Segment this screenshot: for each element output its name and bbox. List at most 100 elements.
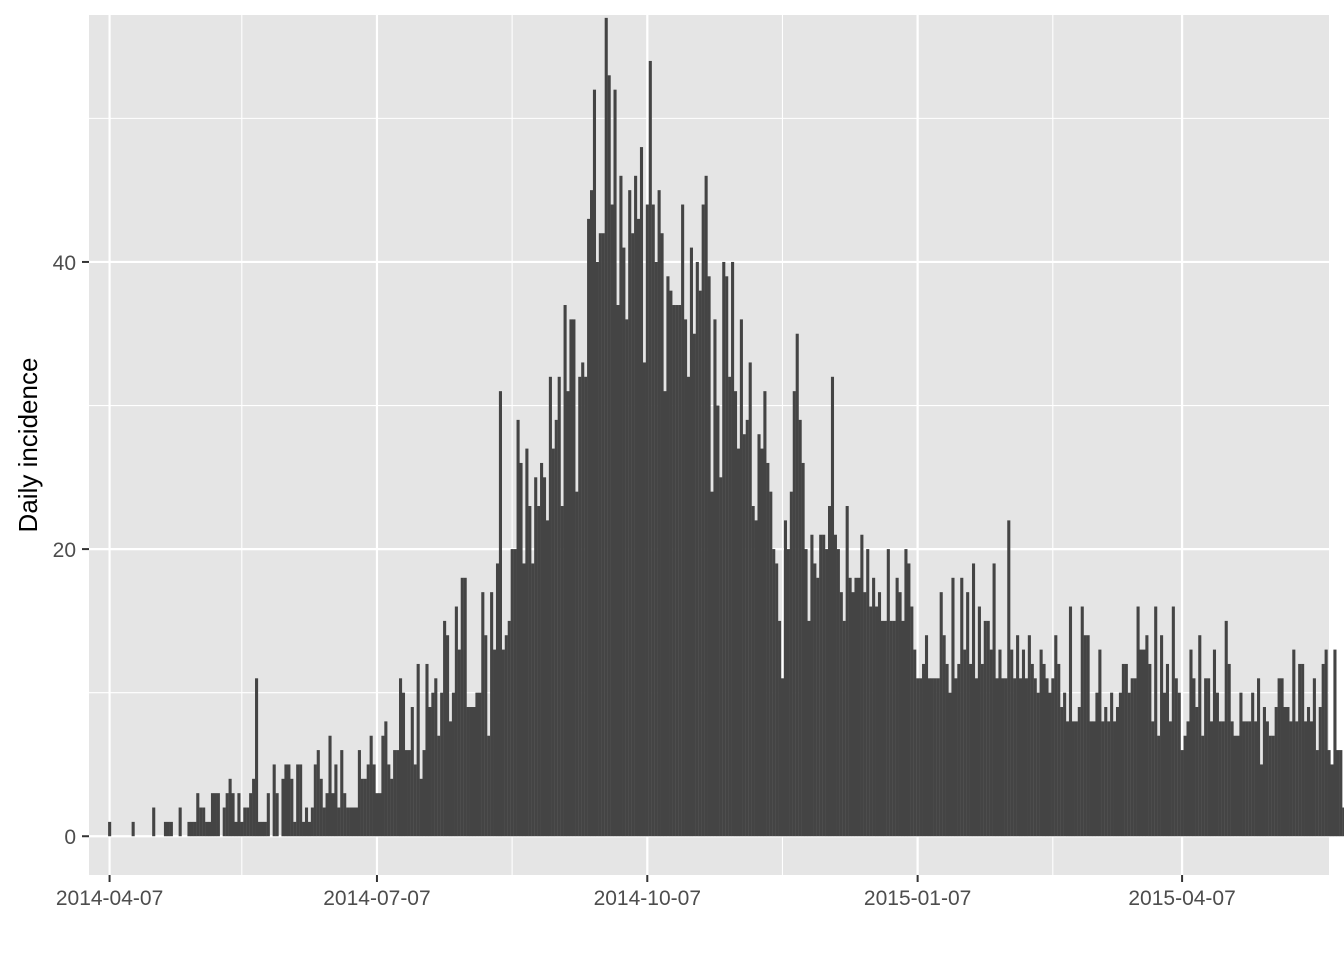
bar	[231, 793, 235, 837]
bar	[249, 793, 253, 837]
bar	[1068, 606, 1073, 837]
bar	[786, 549, 790, 837]
bar	[222, 807, 226, 837]
bar	[1336, 750, 1340, 837]
bar	[1148, 663, 1152, 837]
bar	[1177, 692, 1181, 837]
bar	[692, 333, 696, 837]
bar	[360, 778, 364, 837]
bar	[425, 663, 429, 837]
bar	[898, 592, 902, 837]
bar	[745, 419, 749, 837]
bar	[1265, 721, 1269, 837]
bar	[190, 821, 194, 837]
bar	[1304, 721, 1308, 837]
bar	[804, 549, 808, 837]
bar	[1036, 692, 1040, 837]
bar	[601, 233, 605, 837]
bar	[616, 305, 620, 837]
bar	[1063, 692, 1067, 837]
bar	[548, 376, 552, 837]
bar	[919, 678, 923, 837]
y-tick-label: 0	[64, 826, 76, 849]
bar	[971, 563, 976, 837]
bar	[663, 391, 667, 837]
bars	[108, 17, 1344, 837]
axes: 0 20 40 2014-04-07 2014-07-07 2014-10-07 2015-…	[53, 252, 1236, 910]
bar	[763, 391, 767, 837]
bar	[401, 692, 406, 837]
bar	[522, 563, 526, 837]
bar	[598, 233, 602, 837]
bar	[1183, 735, 1187, 837]
bar	[422, 750, 426, 837]
y-tick-label: 20	[53, 539, 76, 562]
bar	[575, 491, 579, 837]
bar	[1251, 692, 1255, 837]
bar	[208, 821, 212, 837]
bar	[725, 276, 729, 837]
bar	[440, 692, 444, 837]
bar	[645, 204, 649, 837]
bar	[257, 821, 262, 837]
bar	[875, 606, 879, 837]
bar	[622, 247, 626, 837]
bar	[495, 563, 500, 837]
bar	[504, 635, 508, 837]
bar	[733, 391, 738, 837]
bar	[945, 663, 949, 837]
x-tick-label: 2015-04-07	[1128, 887, 1235, 910]
bar	[904, 549, 908, 837]
bar	[540, 462, 544, 837]
bar	[484, 635, 488, 837]
bar	[587, 218, 591, 837]
bar	[825, 549, 829, 837]
bar	[963, 649, 967, 837]
bar	[816, 577, 820, 837]
bar	[951, 577, 955, 837]
bar	[977, 606, 981, 837]
bar	[319, 778, 323, 837]
bar	[234, 821, 238, 837]
bar	[169, 821, 173, 837]
bar	[1171, 606, 1175, 837]
bar	[351, 807, 356, 837]
bar	[1207, 678, 1211, 837]
bar	[1321, 663, 1325, 837]
bar	[974, 678, 979, 837]
bar	[995, 678, 999, 837]
bar	[1233, 735, 1237, 837]
bar	[1268, 735, 1272, 837]
bar	[237, 793, 241, 837]
bar	[1192, 678, 1196, 837]
bar	[475, 692, 479, 837]
bar	[810, 534, 814, 837]
bar	[592, 89, 597, 837]
bar	[1292, 649, 1296, 837]
bar	[369, 735, 373, 837]
bar	[1115, 707, 1120, 837]
bar	[466, 707, 470, 837]
bar	[1121, 663, 1125, 837]
bar	[1080, 606, 1084, 837]
bar	[290, 778, 294, 837]
bar	[354, 807, 359, 837]
bar	[263, 821, 267, 837]
bar	[275, 793, 279, 837]
bar	[1239, 692, 1243, 837]
bar	[299, 764, 303, 837]
bar	[252, 778, 256, 837]
bar	[1083, 635, 1087, 837]
bar	[560, 506, 564, 837]
bar	[1327, 750, 1331, 837]
bar	[1162, 692, 1167, 837]
bar	[525, 448, 529, 837]
bar	[930, 678, 934, 837]
bar	[431, 692, 435, 837]
bar	[1315, 750, 1319, 837]
bar	[366, 764, 370, 837]
x-tick-label: 2014-07-07	[323, 887, 430, 910]
bar	[672, 305, 676, 837]
bar	[334, 764, 338, 837]
bar	[390, 778, 394, 837]
